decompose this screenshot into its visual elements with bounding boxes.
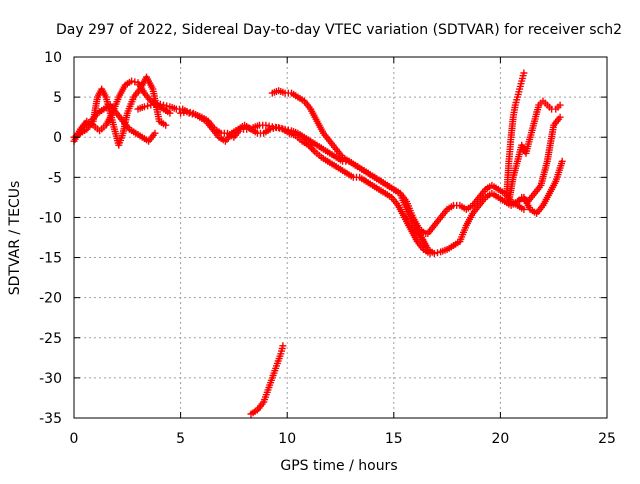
data-point-markers <box>268 87 430 237</box>
data-point-markers <box>134 100 430 249</box>
axis-tick-labels: 0 5 10 15 20 25 -35 -30 -25 -20 -15 -10 -5 0 5 10 <box>39 50 616 447</box>
y-tick-label: -20 <box>39 291 62 307</box>
y-tick-label: -5 <box>48 170 62 186</box>
series-track-c <box>74 101 159 145</box>
grid <box>74 57 607 418</box>
x-tick-label: 5 <box>176 431 185 447</box>
y-tick-label: -10 <box>39 210 62 226</box>
x-tick-label: 20 <box>491 431 509 447</box>
series-track-d <box>134 100 430 249</box>
plot-frame <box>73 56 608 419</box>
data-point-markers <box>74 101 159 145</box>
data-point-markers <box>424 181 528 237</box>
series-track-e <box>177 108 434 257</box>
y-axis-label: SDTVAR / TECUs <box>7 181 23 296</box>
x-axis-label: GPS time / hours <box>280 458 397 474</box>
series-track-k <box>505 97 564 205</box>
y-tick-label: -25 <box>39 331 62 347</box>
y-tick-label: 5 <box>53 90 62 106</box>
series-track-i <box>424 181 528 237</box>
x-tick-label: 10 <box>278 431 296 447</box>
series-track-g <box>247 342 287 418</box>
axis-ticks <box>73 56 608 419</box>
chart-title: Day 297 of 2022, Sidereal Day-to-day VTE… <box>56 22 622 38</box>
x-tick-label: 15 <box>385 431 403 447</box>
series-track-f <box>268 87 430 237</box>
data-point-markers <box>505 97 564 205</box>
y-tick-label: 10 <box>44 50 62 66</box>
x-tick-label: 25 <box>598 431 616 447</box>
y-tick-label: 0 <box>53 130 62 146</box>
series-track-j <box>503 69 528 197</box>
y-tick-label: -30 <box>39 371 62 387</box>
data-point-markers <box>247 342 287 418</box>
y-tick-label: -15 <box>39 251 62 267</box>
data-point-markers <box>518 113 564 205</box>
x-tick-label: 0 <box>70 431 79 447</box>
data-marks <box>70 69 566 418</box>
data-point-markers <box>177 108 434 257</box>
y-tick-label: -35 <box>39 411 62 427</box>
data-point-markers <box>503 69 528 197</box>
series-track-l <box>518 113 564 205</box>
